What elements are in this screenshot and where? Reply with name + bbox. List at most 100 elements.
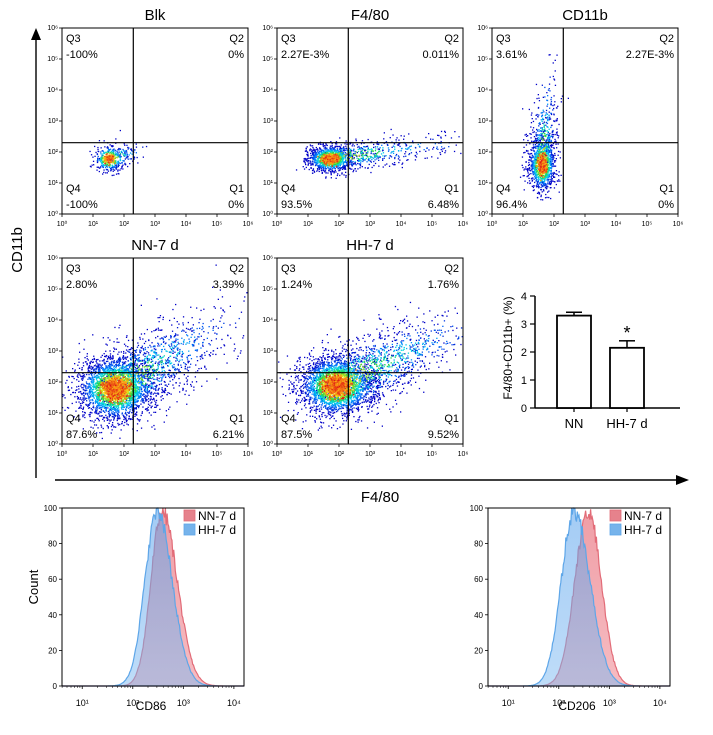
event-point (546, 196, 548, 199)
event-point (64, 397, 66, 399)
event-point (399, 145, 401, 148)
event-point (540, 146, 542, 148)
event-point (327, 153, 329, 156)
event-point (130, 158, 132, 160)
event-point (549, 180, 551, 182)
event-point (567, 97, 569, 99)
event-point (374, 162, 377, 165)
event-point (100, 151, 102, 153)
event-point (316, 148, 318, 150)
event-point (154, 378, 156, 381)
event-point (156, 354, 158, 356)
event-point (416, 153, 418, 155)
event-point (529, 133, 531, 135)
event-point (539, 166, 542, 168)
event-point (115, 168, 117, 170)
event-point (552, 144, 554, 146)
event-point (550, 150, 553, 152)
event-point (549, 118, 552, 120)
event-point (117, 162, 119, 164)
event-point (130, 399, 133, 402)
event-point (327, 151, 329, 153)
event-point (130, 359, 132, 361)
event-point (389, 137, 391, 139)
event-point (73, 416, 75, 418)
x-tick-label: 10⁵ (642, 221, 653, 228)
event-point (528, 168, 530, 170)
quadrant-q2-label: Q2 (659, 33, 674, 45)
event-point (545, 130, 547, 132)
event-point (137, 342, 139, 344)
event-point (547, 137, 549, 140)
event-point (356, 151, 358, 154)
event-point (92, 160, 95, 162)
event-point (543, 161, 545, 163)
event-point (544, 179, 546, 181)
event-point (394, 157, 396, 160)
event-point (355, 151, 357, 153)
event-point (360, 157, 362, 160)
event-point (334, 156, 336, 159)
event-point (343, 168, 346, 170)
event-point (116, 153, 118, 155)
event-point (336, 149, 338, 151)
event-point (150, 414, 152, 416)
event-point (116, 364, 118, 366)
event-point (193, 344, 195, 346)
event-point (100, 366, 102, 368)
event-point (536, 192, 539, 194)
event-point (318, 165, 321, 167)
event-point (312, 147, 314, 149)
event-point (546, 170, 548, 172)
event-point (532, 131, 534, 134)
event-point (90, 365, 92, 368)
event-point (311, 149, 313, 151)
event-point (307, 164, 309, 166)
event-point (176, 348, 178, 350)
event-point (539, 182, 541, 184)
event-point (551, 160, 554, 162)
event-point (340, 156, 343, 158)
dot-plot-events (295, 128, 462, 179)
event-point (398, 139, 400, 141)
event-point (336, 148, 338, 150)
event-point (377, 148, 379, 150)
event-point (85, 398, 87, 400)
event-point (346, 148, 348, 150)
event-point (533, 140, 535, 142)
event-point (407, 159, 409, 161)
event-point (346, 164, 348, 166)
event-point (548, 190, 550, 192)
event-point (547, 159, 549, 161)
event-point (107, 161, 110, 164)
event-point (387, 147, 390, 149)
event-point (115, 348, 117, 350)
event-point (550, 113, 553, 116)
event-point (557, 105, 559, 107)
event-point (311, 145, 314, 147)
event-point (93, 385, 95, 387)
event-point (334, 163, 336, 165)
event-point (111, 154, 113, 156)
event-point (307, 160, 309, 162)
event-point (391, 163, 394, 165)
event-point (146, 399, 148, 401)
event-point (548, 160, 551, 162)
event-point (374, 153, 376, 155)
event-point (547, 149, 550, 151)
event-point (558, 191, 560, 193)
event-point (531, 168, 533, 170)
event-point (94, 412, 96, 414)
event-point (552, 133, 555, 136)
event-point (546, 166, 548, 169)
event-point (338, 156, 340, 159)
event-point (99, 386, 101, 388)
event-point (528, 108, 530, 111)
event-point (558, 171, 560, 173)
event-point (408, 153, 410, 156)
event-point (548, 54, 550, 56)
event-point (329, 151, 331, 153)
event-point (547, 144, 550, 146)
event-point (541, 154, 543, 157)
event-point (408, 147, 410, 149)
